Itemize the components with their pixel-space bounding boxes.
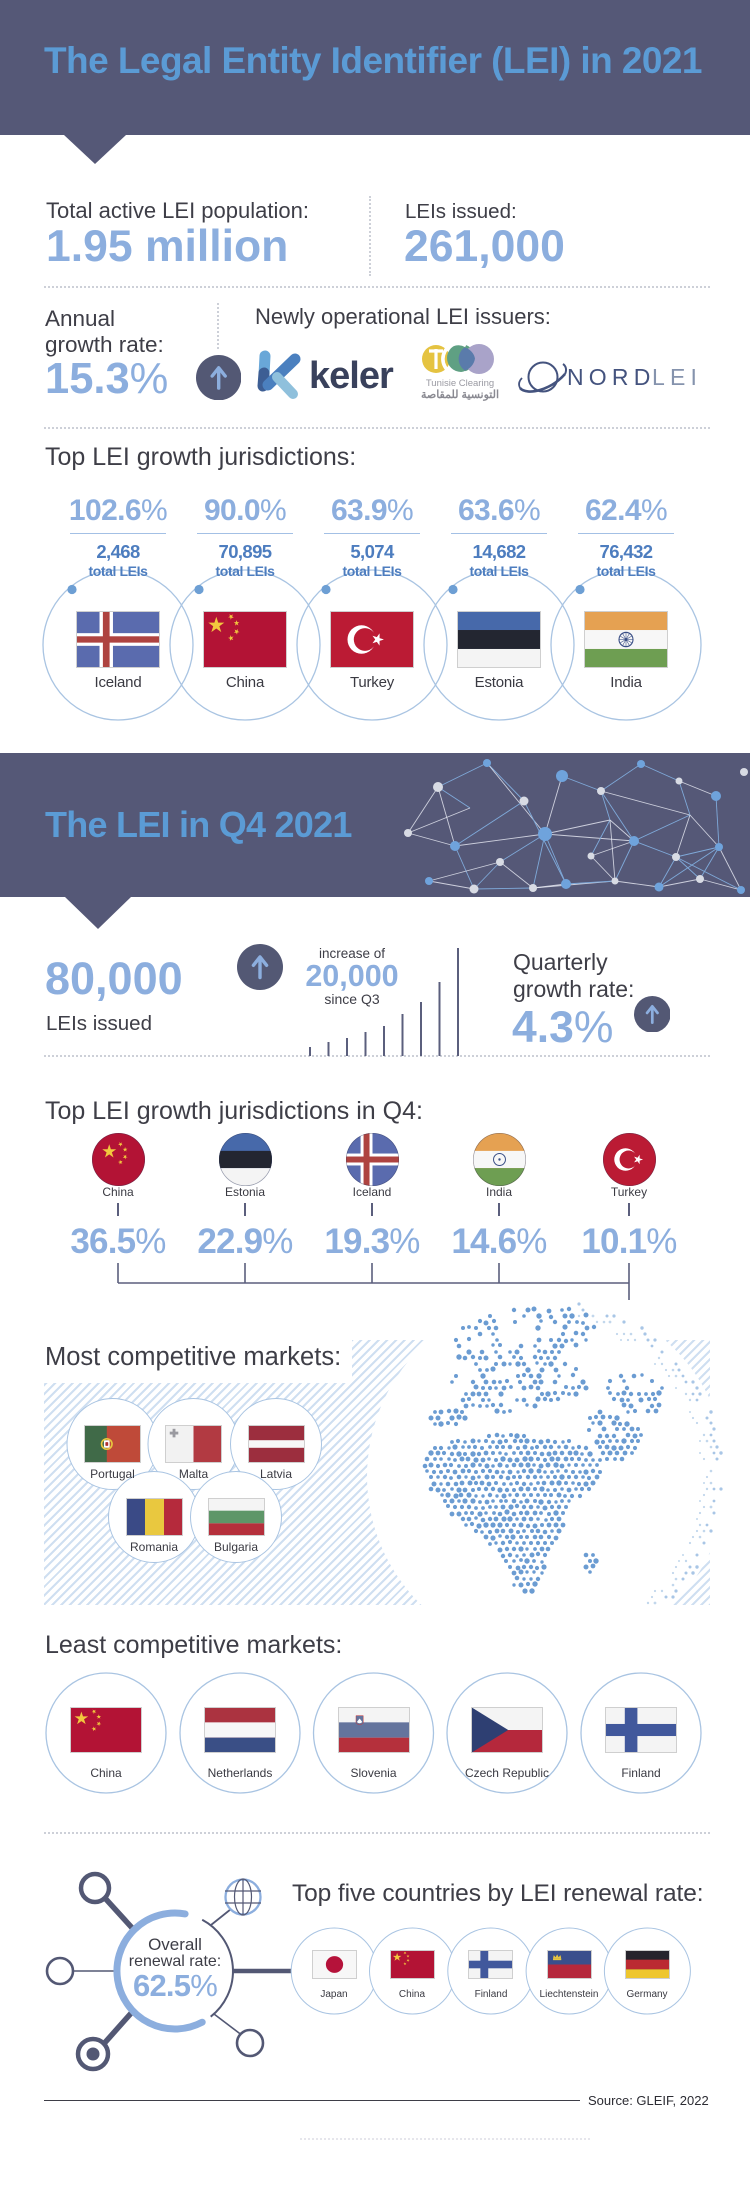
svg-text:LEI: LEI — [652, 364, 702, 390]
svg-text:Tunisie Clearing: Tunisie Clearing — [426, 378, 494, 389]
svg-text:keler: keler — [309, 355, 394, 397]
svg-text:NORD: NORD — [567, 364, 656, 390]
svg-text:التونسية للمقاصة: التونسية للمقاصة — [421, 389, 499, 401]
